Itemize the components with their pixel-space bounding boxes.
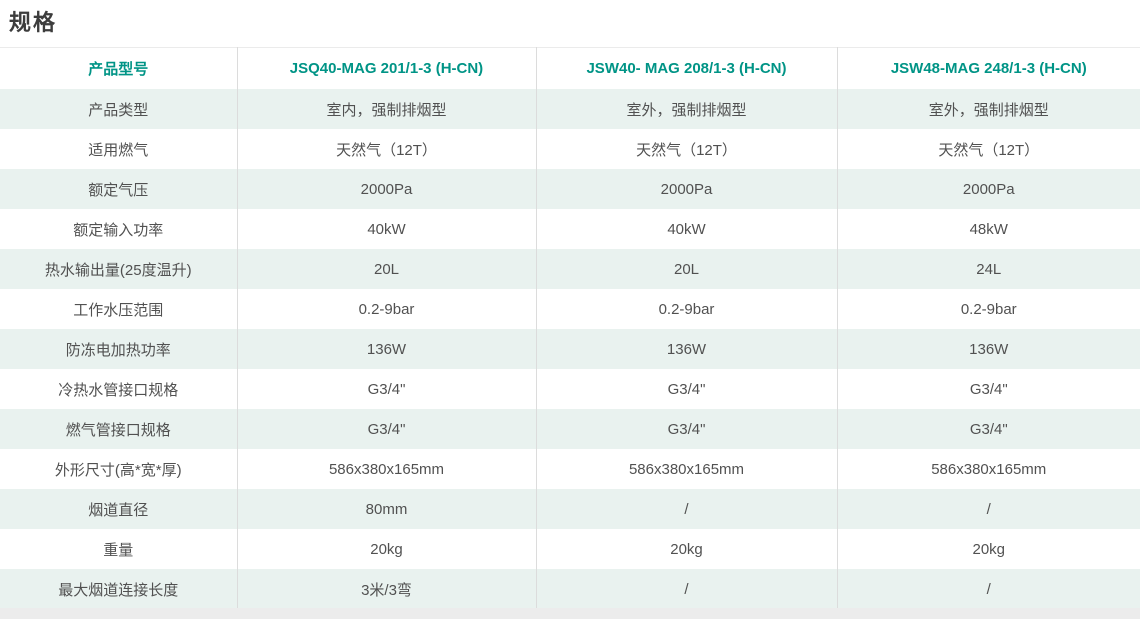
value-cell: 天然气（12T） bbox=[237, 129, 537, 169]
value-cell: 586x380x165mm bbox=[931, 460, 1047, 478]
row-label-cell: 额定气压 bbox=[0, 169, 238, 209]
value-cell: G3/4" bbox=[969, 420, 1008, 438]
value-cell: 20L bbox=[536, 249, 838, 289]
table-row: 适用燃气 天然气（12T） 天然气（12T） 天然气（12T） bbox=[0, 129, 1140, 169]
value-cell: / bbox=[536, 569, 838, 609]
row-label-cell: 工作水压范围 bbox=[0, 289, 238, 329]
value-cell: G3/4" bbox=[536, 409, 838, 449]
value-cell: G3/4" bbox=[237, 369, 537, 409]
value-cell: 586x380x165mm bbox=[237, 449, 537, 489]
value-cell: 20L bbox=[237, 249, 537, 289]
table-row: 防冻电加热功率 136W 136W 136W bbox=[0, 329, 1140, 369]
table-row: 额定气压 2000Pa 2000Pa 2000Pa bbox=[0, 169, 1140, 209]
value-cell: 48kW bbox=[969, 220, 1008, 238]
table-row: 工作水压范围 0.2-9bar 0.2-9bar 0.2-9bar bbox=[0, 289, 1140, 329]
value-cell: / bbox=[986, 500, 991, 518]
value-cell: 586x380x165mm bbox=[536, 449, 838, 489]
value-cell: 0.2-9bar bbox=[536, 289, 838, 329]
table-header-row: 产品型号 JSQ40-MAG 201/1-3 (H-CN) JSW40- MAG… bbox=[0, 47, 1140, 89]
value-cell: 136W bbox=[237, 329, 537, 369]
header-cell-model-3: JSW48-MAG 248/1-3 (H-CN) bbox=[837, 47, 1140, 89]
table-row: 产品类型 室内，强制排烟型 室外，强制排烟型 室外，强制排烟型 bbox=[0, 89, 1140, 129]
header-cell-model-label: 产品型号 bbox=[0, 47, 238, 89]
header-cell-model-2: JSW40- MAG 208/1-3 (H-CN) bbox=[536, 47, 838, 89]
value-cell: G3/4" bbox=[536, 369, 838, 409]
value-cell: 室外，强制排烟型 bbox=[536, 89, 838, 129]
value-cell: 20kg bbox=[536, 529, 838, 569]
value-cell: G3/4" bbox=[237, 409, 537, 449]
value-cell: 20kg bbox=[237, 529, 537, 569]
value-cell: 2000Pa bbox=[536, 169, 838, 209]
value-cell: / bbox=[536, 489, 838, 529]
spec-table: 产品型号 JSQ40-MAG 201/1-3 (H-CN) JSW40- MAG… bbox=[0, 47, 1140, 609]
page-title: 规格 bbox=[9, 10, 58, 35]
value-cell: 2000Pa bbox=[237, 169, 537, 209]
table-row: 重量 20kg 20kg 20kg bbox=[0, 529, 1140, 569]
row-label-cell: 冷热水管接口规格 bbox=[0, 369, 238, 409]
value-cell: 0.2-9bar bbox=[237, 289, 537, 329]
value-cell: 20kg bbox=[972, 540, 1006, 558]
value-cell: G3/4" bbox=[969, 380, 1008, 398]
row-label-cell: 外形尺寸(高*宽*厚) bbox=[0, 449, 238, 489]
page-section-divider bbox=[0, 608, 1140, 619]
row-label-cell: 烟道直径 bbox=[0, 489, 238, 529]
row-label-cell: 燃气管接口规格 bbox=[0, 409, 238, 449]
header-cell-model-1: JSQ40-MAG 201/1-3 (H-CN) bbox=[237, 47, 537, 89]
value-cell: 天然气（12T） bbox=[938, 141, 1040, 159]
value-cell: 136W bbox=[969, 340, 1009, 358]
value-cell: / bbox=[986, 580, 991, 598]
table-row: 烟道直径 80mm / / bbox=[0, 489, 1140, 529]
value-cell: 天然气（12T） bbox=[536, 129, 838, 169]
value-cell: 室外，强制排烟型 bbox=[928, 101, 1049, 119]
value-cell: 2000Pa bbox=[962, 180, 1015, 198]
table-row: 热水输出量(25度温升) 20L 20L 24L bbox=[0, 249, 1140, 289]
table-row: 额定输入功率 40kW 40kW 48kW bbox=[0, 209, 1140, 249]
value-cell: 136W bbox=[536, 329, 838, 369]
value-cell: 24L bbox=[976, 260, 1002, 278]
row-label-cell: 防冻电加热功率 bbox=[0, 329, 238, 369]
value-cell: 40kW bbox=[237, 209, 537, 249]
value-cell: 80mm bbox=[237, 489, 537, 529]
row-label-cell: 重量 bbox=[0, 529, 238, 569]
table-row: 燃气管接口规格 G3/4" G3/4" G3/4" bbox=[0, 409, 1140, 449]
row-label-cell: 热水输出量(25度温升) bbox=[0, 249, 238, 289]
row-label-cell: 适用燃气 bbox=[0, 129, 238, 169]
row-label-cell: 最大烟道连接长度 bbox=[0, 569, 238, 609]
value-cell: 0.2-9bar bbox=[960, 300, 1017, 318]
value-cell: 40kW bbox=[536, 209, 838, 249]
row-label-cell: 产品类型 bbox=[0, 89, 238, 129]
value-cell: 3米/3弯 bbox=[237, 569, 537, 609]
row-label-cell: 额定输入功率 bbox=[0, 209, 238, 249]
table-row: 外形尺寸(高*宽*厚) 586x380x165mm 586x380x165mm … bbox=[0, 449, 1140, 489]
value-cell: 室内，强制排烟型 bbox=[237, 89, 537, 129]
table-row: 最大烟道连接长度 3米/3弯 / / bbox=[0, 569, 1140, 609]
table-row: 冷热水管接口规格 G3/4" G3/4" G3/4" bbox=[0, 369, 1140, 409]
